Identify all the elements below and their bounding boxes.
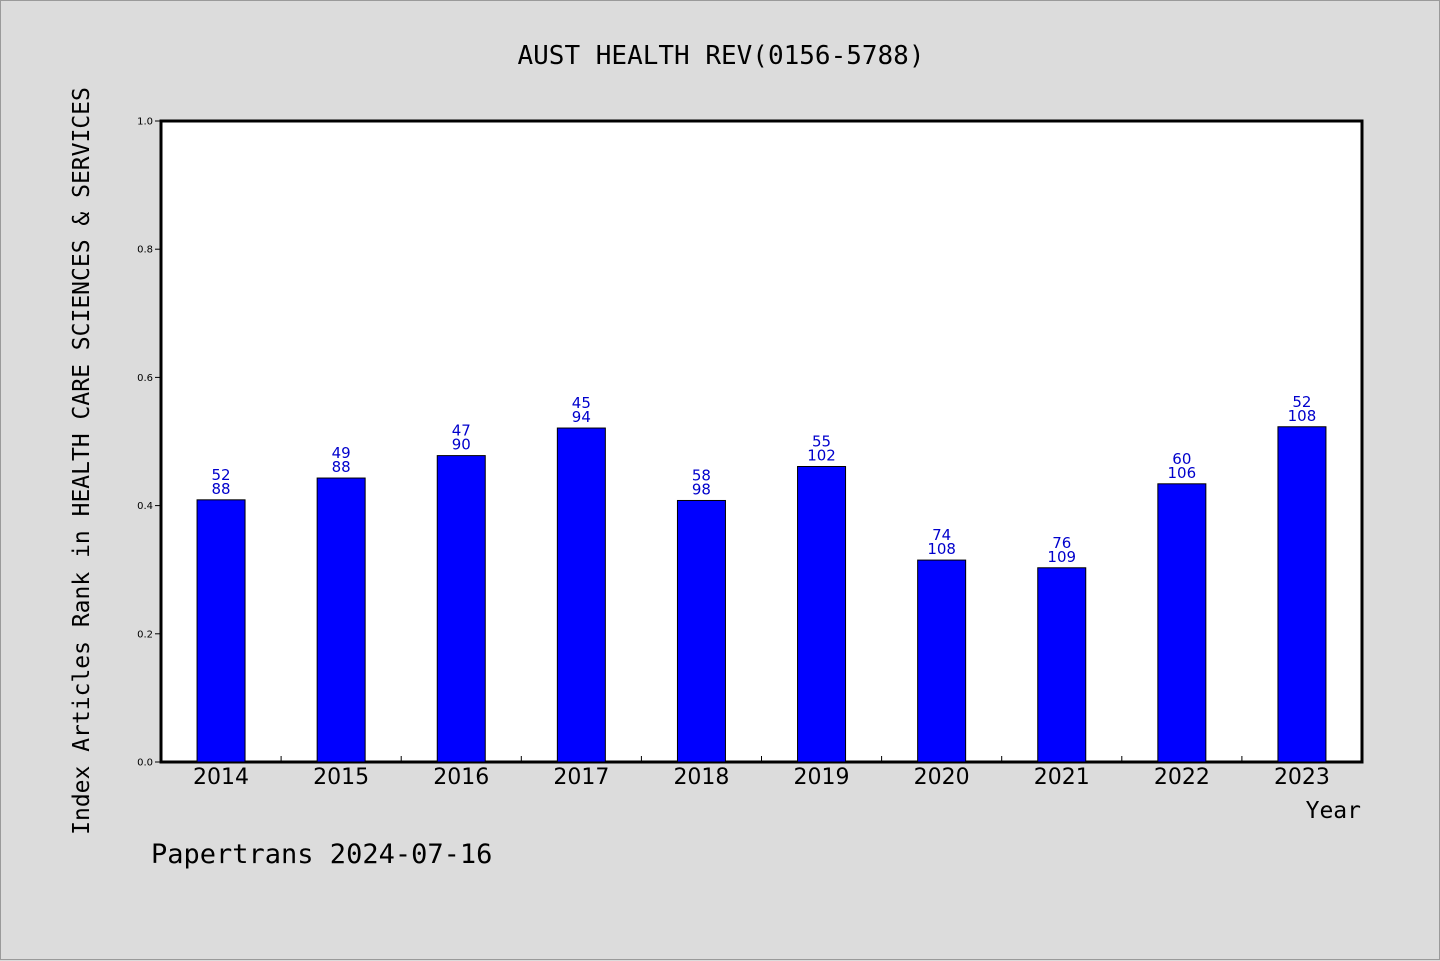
x-tick-label: 2014 [193, 765, 249, 790]
bar [436, 455, 486, 763]
x-tick-label: 2022 [1154, 765, 1210, 790]
y-tick-label: 0.0 [137, 758, 153, 769]
bar-total-label: 108 [927, 540, 956, 558]
bar-total-label: 102 [807, 446, 836, 464]
chart-title: AUST HEALTH REV(0156-5788) [518, 41, 925, 71]
x-tick-label: 2019 [794, 765, 850, 790]
y-tick-label: 0.6 [137, 373, 153, 384]
y-tick-label: 1.0 [137, 117, 153, 128]
x-tick-label: 2021 [1034, 765, 1090, 790]
x-tick-label: 2018 [673, 765, 729, 790]
x-axis-label: Year [1306, 798, 1361, 824]
bar-total-label: 98 [692, 480, 711, 498]
y-tick-label: 0.2 [137, 629, 153, 640]
bar-total-label: 106 [1168, 464, 1197, 482]
y-axis: 0.0 0.2 0.4 0.6 0.8 1.0 [137, 117, 161, 769]
bar-rank-label: 45 [572, 394, 591, 412]
x-tick-label: 2020 [914, 765, 970, 790]
bar [676, 499, 726, 763]
bar-rank-label: 55 [812, 432, 831, 450]
bar [316, 477, 366, 763]
bar-total-label: 88 [332, 458, 351, 476]
bar [917, 559, 967, 763]
y-tick-label: 0.4 [137, 501, 153, 512]
bar-series [196, 426, 1327, 763]
bar-rank-label: 60 [1172, 450, 1191, 468]
bar-rank-label: 74 [932, 526, 951, 544]
bar-rank-label: 76 [1052, 534, 1071, 552]
x-tick-label: 2016 [433, 765, 489, 790]
bar-total-label: 88 [212, 480, 231, 498]
bar [1277, 426, 1327, 763]
y-axis-label: Index Articles Rank in HEALTH CARE SCIEN… [69, 87, 95, 835]
x-axis: 2014 2015 2016 2017 2018 2019 2020 2021 2022 2023 [193, 756, 1330, 790]
bar-total-label: 90 [452, 436, 471, 454]
footer-credit: Papertrans 2024-07-16 [151, 839, 492, 870]
bar-total-label: 108 [1288, 407, 1317, 425]
bar [196, 499, 246, 763]
bar [556, 427, 606, 763]
bar-rank-label: 47 [452, 422, 471, 440]
bar [797, 465, 847, 763]
x-tick-label: 2017 [553, 765, 609, 790]
bar-rank-label: 52 [1292, 393, 1311, 411]
bar-total-label: 94 [572, 408, 591, 426]
bar [1157, 483, 1207, 763]
bar-total-label: 109 [1047, 548, 1076, 566]
bar [1037, 567, 1087, 763]
bar-rank-label: 58 [692, 466, 711, 484]
bar-rank-label: 52 [212, 466, 231, 484]
x-tick-label: 2023 [1274, 765, 1330, 790]
bar-rank-label: 49 [332, 444, 351, 462]
x-tick-label: 2015 [313, 765, 369, 790]
y-tick-label: 0.8 [137, 245, 153, 256]
